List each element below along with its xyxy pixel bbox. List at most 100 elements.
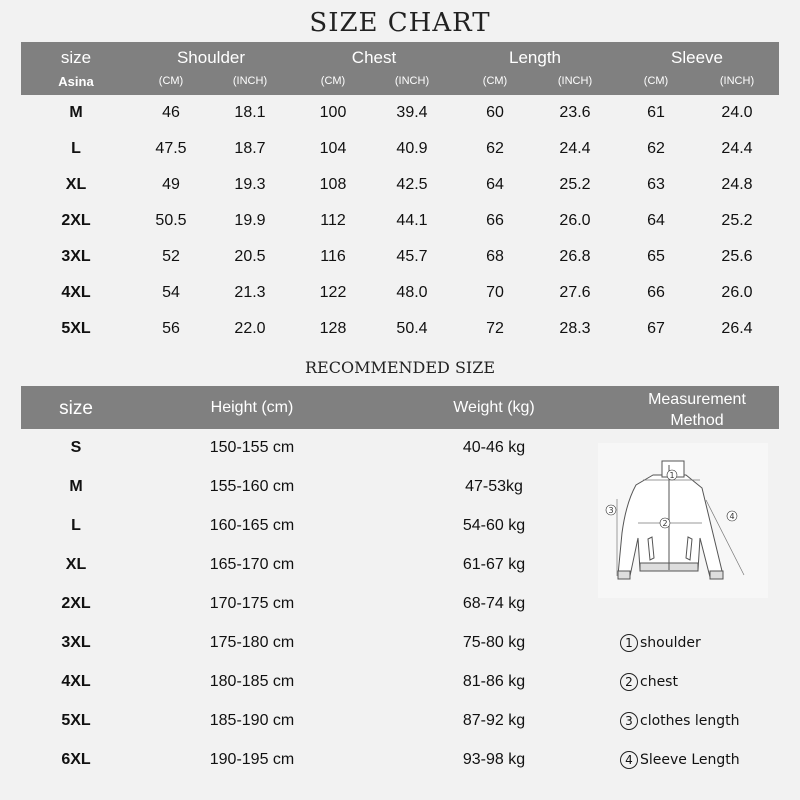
weight-range: 68-74 kg (462, 595, 526, 612)
header-height: Height (cm) (210, 399, 294, 416)
size-label: XL (65, 176, 87, 193)
weight-range: 40-46 kg (462, 439, 526, 456)
size-value: 62 (647, 140, 665, 157)
size-value: 18.1 (234, 104, 266, 121)
size-value: 72 (486, 320, 504, 337)
unit-cm: (CM) (158, 75, 184, 87)
weight-range: 87-92 kg (462, 712, 526, 729)
weight-range: 47-53kg (465, 478, 523, 495)
size-value: 40.9 (396, 140, 428, 157)
number-circle-icon: 3 (620, 712, 638, 730)
size-value: 21.3 (234, 284, 266, 301)
legend-item: 3 clothes length (620, 712, 740, 730)
size-value: 28.3 (559, 320, 591, 337)
size-label: M (69, 478, 83, 495)
height-range: 175-180 cm (209, 634, 295, 651)
header-measurement-method: Measurement Method (648, 391, 746, 429)
size-value: 47.5 (155, 140, 187, 157)
size-value: 67 (647, 320, 665, 337)
size-value: 68 (486, 248, 504, 265)
size-label: 3XL (61, 634, 91, 651)
size-value: 18.7 (234, 140, 266, 157)
legend-label: Sleeve Length (640, 752, 740, 768)
header-brand: Asina (58, 74, 94, 89)
size-value: 128 (319, 320, 347, 337)
size-label: M (69, 104, 83, 121)
size-value: 48.0 (396, 284, 428, 301)
size-label: 5XL (61, 320, 91, 337)
recommended-header: size Height (cm) Weight (kg) Measurement… (21, 386, 779, 429)
weight-range: 54-60 kg (462, 517, 526, 534)
size-value: 62 (486, 140, 504, 157)
size-value: 24.0 (721, 104, 753, 121)
size-value: 100 (319, 104, 347, 121)
size-value: 66 (647, 284, 665, 301)
recommended-title: RECOMMENDED SIZE (304, 358, 496, 377)
height-range: 170-175 cm (209, 595, 295, 612)
unit-cm: (CM) (643, 75, 669, 87)
header-sleeve: Sleeve (671, 48, 723, 67)
size-label: L (71, 140, 81, 157)
size-value: 66 (486, 212, 504, 229)
size-value: 45.7 (396, 248, 428, 265)
size-value: 64 (647, 212, 665, 229)
size-value: 26.0 (721, 284, 753, 301)
size-value: 26.8 (559, 248, 591, 265)
size-value: 70 (486, 284, 504, 301)
size-chart-header: size Shoulder Chest Length Asina Sleeve … (21, 42, 779, 95)
number-circle-icon: 4 (620, 751, 638, 769)
legend-item: 2 chest (620, 673, 678, 691)
size-value: 52 (162, 248, 180, 265)
unit-cm: (CM) (320, 75, 346, 87)
legend-item: 1 shoulder (620, 634, 701, 652)
legend-item: 4 Sleeve Length (620, 751, 740, 769)
diagram-mark-1: 1 (669, 471, 674, 480)
height-range: 150-155 cm (209, 439, 295, 456)
legend-label: clothes length (640, 713, 740, 729)
header-shoulder: Shoulder (176, 48, 246, 67)
number-circle-icon: 2 (620, 673, 638, 691)
size-value: 24.4 (721, 140, 753, 157)
size-value: 39.4 (396, 104, 428, 121)
unit-inch: (INCH) (719, 75, 755, 87)
header-length: Length (509, 48, 561, 67)
weight-range: 61-67 kg (462, 556, 526, 573)
header-size: size (59, 398, 93, 419)
size-value: 19.9 (234, 212, 266, 229)
weight-range: 75-80 kg (462, 634, 526, 651)
diagram-mark-3: 3 (608, 506, 613, 515)
size-label: 2XL (61, 595, 91, 612)
size-value: 22.0 (234, 320, 266, 337)
size-value: 61 (647, 104, 665, 121)
size-value: 23.6 (559, 104, 591, 121)
size-value: 50.5 (155, 212, 187, 229)
size-value: 63 (647, 176, 665, 193)
size-value: 122 (319, 284, 347, 301)
diagram-mark-2: 2 (662, 519, 667, 528)
size-label: 4XL (61, 673, 91, 690)
size-label: 5XL (61, 712, 91, 729)
header-weight: Weight (kg) (453, 399, 535, 416)
size-value: 20.5 (234, 248, 266, 265)
size-value: 46 (162, 104, 180, 121)
size-value: 25.6 (721, 248, 753, 265)
unit-inch: (INCH) (394, 75, 430, 87)
number-circle-icon: 1 (620, 634, 638, 652)
size-value: 25.2 (721, 212, 753, 229)
size-label: XL (65, 556, 87, 573)
size-value: 25.2 (559, 176, 591, 193)
height-range: 190-195 cm (209, 751, 295, 768)
height-range: 185-190 cm (209, 712, 295, 729)
size-value: 50.4 (396, 320, 428, 337)
size-value: 27.6 (559, 284, 591, 301)
size-value: 42.5 (396, 176, 428, 193)
diagram-mark-4: 4 (729, 512, 734, 521)
size-value: 54 (162, 284, 180, 301)
size-value: 112 (320, 212, 346, 229)
header-chest: Chest (351, 48, 397, 67)
header-size: size (60, 48, 92, 67)
height-range: 180-185 cm (209, 673, 295, 690)
size-label: 3XL (61, 248, 91, 265)
weight-range: 93-98 kg (462, 751, 526, 768)
legend-label: chest (640, 674, 678, 690)
